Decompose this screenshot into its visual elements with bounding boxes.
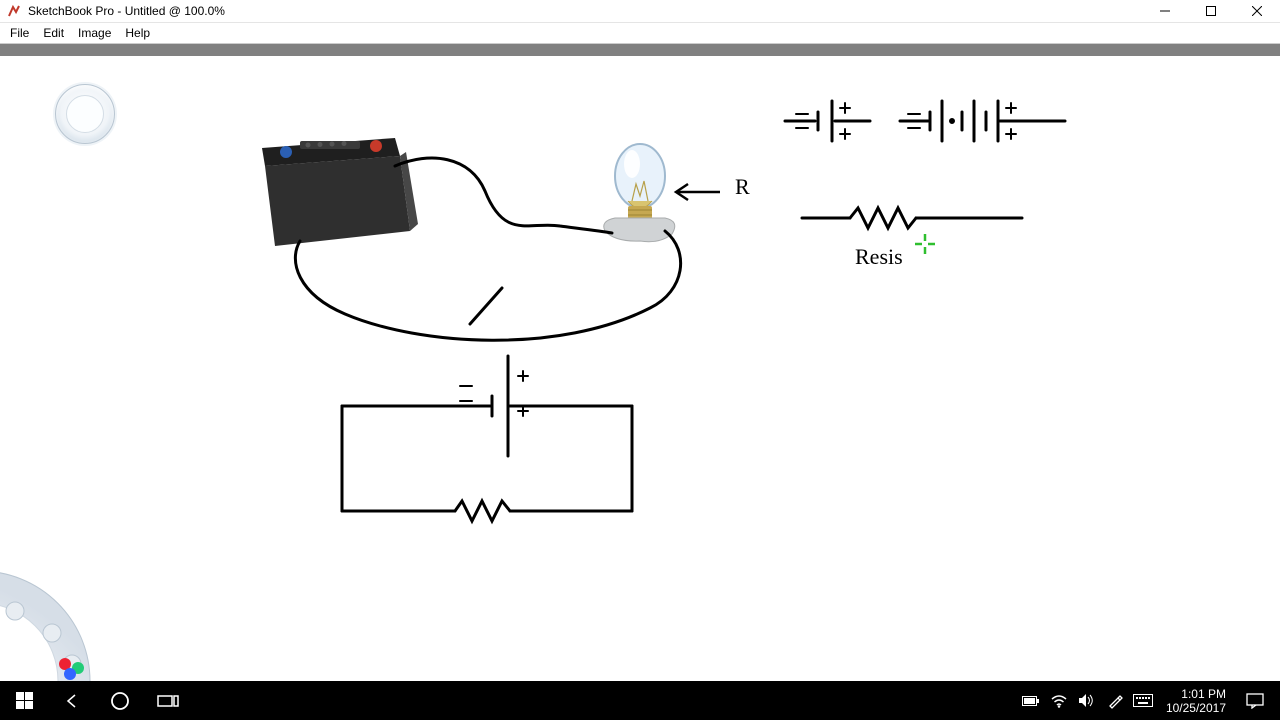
menu-help[interactable]: Help: [119, 24, 156, 42]
start-button[interactable]: [0, 681, 48, 720]
wifi-icon[interactable]: [1046, 681, 1072, 720]
schematic-circuit: [342, 356, 632, 521]
menubar: File Edit Image Help: [0, 23, 1280, 44]
taskview-button[interactable]: [144, 681, 192, 720]
clock-time: 1:01 PM: [1181, 687, 1226, 701]
menu-image[interactable]: Image: [72, 24, 117, 42]
taskbar-left: [0, 681, 192, 720]
app-window: SketchBook Pro - Untitled @ 100.0% File …: [0, 0, 1280, 681]
menu-file[interactable]: File: [4, 24, 35, 42]
toolbar-strip: [0, 44, 1280, 56]
canvas[interactable]: R Resis: [0, 56, 1280, 681]
lagoon-tool-wheel[interactable]: [0, 561, 120, 681]
pen-icon[interactable]: [1102, 681, 1128, 720]
switch-gap: [470, 288, 502, 324]
menu-edit[interactable]: Edit: [37, 24, 70, 42]
battery-icon[interactable]: [1018, 681, 1044, 720]
cell-symbol-multi: [900, 101, 1065, 141]
minimize-button[interactable]: [1142, 0, 1188, 23]
wire-bottom: [295, 231, 680, 340]
cell-symbol-single: [785, 101, 870, 141]
maximize-button[interactable]: [1188, 0, 1234, 23]
label-R: R: [735, 174, 750, 200]
arrow-R: [676, 184, 720, 200]
battery-graphic: [262, 138, 418, 246]
app-icon: [6, 3, 22, 19]
taskbar: 1:01 PM 10/25/2017: [0, 681, 1280, 720]
brush-cursor: [913, 232, 937, 256]
cortana-button[interactable]: [96, 681, 144, 720]
taskbar-clock[interactable]: 1:01 PM 10/25/2017: [1158, 687, 1234, 715]
wire-top: [395, 158, 612, 233]
drawing-layer: [0, 56, 1280, 681]
volume-icon[interactable]: [1074, 681, 1100, 720]
bulb-graphic: [604, 144, 675, 242]
titlebar: SketchBook Pro - Untitled @ 100.0%: [0, 0, 1280, 23]
close-button[interactable]: [1234, 0, 1280, 23]
keyboard-icon[interactable]: [1130, 681, 1156, 720]
clock-date: 10/25/2017: [1166, 701, 1226, 715]
window-title: SketchBook Pro - Untitled @ 100.0%: [28, 4, 1142, 18]
resistor-symbol: [802, 208, 1022, 228]
system-tray: 1:01 PM 10/25/2017: [1018, 681, 1280, 720]
notifications-button[interactable]: [1236, 681, 1274, 720]
back-button[interactable]: [48, 681, 96, 720]
label-resistor: Resis: [855, 244, 903, 270]
